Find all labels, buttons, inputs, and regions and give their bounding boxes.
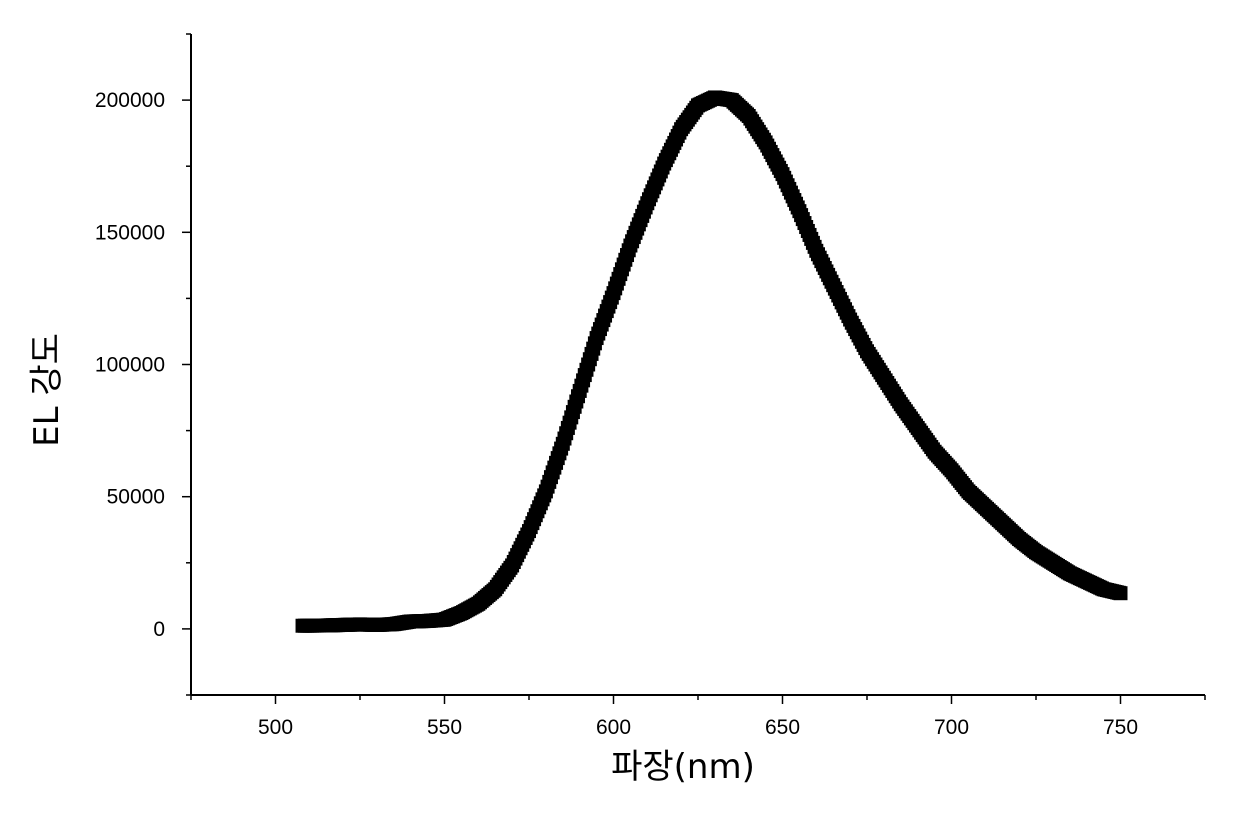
tick-labels: 500 550 600 650 700 750 0 50000 100000 150000 2000… [95,89,1138,739]
x-tick-label: 700 [934,716,969,739]
tick-marks [182,34,1205,704]
x-tick-label: 550 [427,716,462,739]
x-tick-label: 600 [596,716,631,739]
y-axis-title: EL 강도 [27,333,67,447]
y-tick-label: 150000 [95,221,165,244]
data-point [1114,586,1128,600]
y-tick-label: 100000 [95,354,165,377]
x-tick-label: 750 [1103,716,1138,739]
data-points [296,90,1128,632]
x-tick-label: 650 [765,716,800,739]
y-tick-label: 50000 [107,486,165,509]
x-tick-label: 500 [258,716,293,739]
y-tick-label: 0 [153,618,165,641]
axes [191,34,1205,695]
x-axis-title: 파장(nm) [611,747,755,787]
y-tick-label: 200000 [95,89,165,112]
